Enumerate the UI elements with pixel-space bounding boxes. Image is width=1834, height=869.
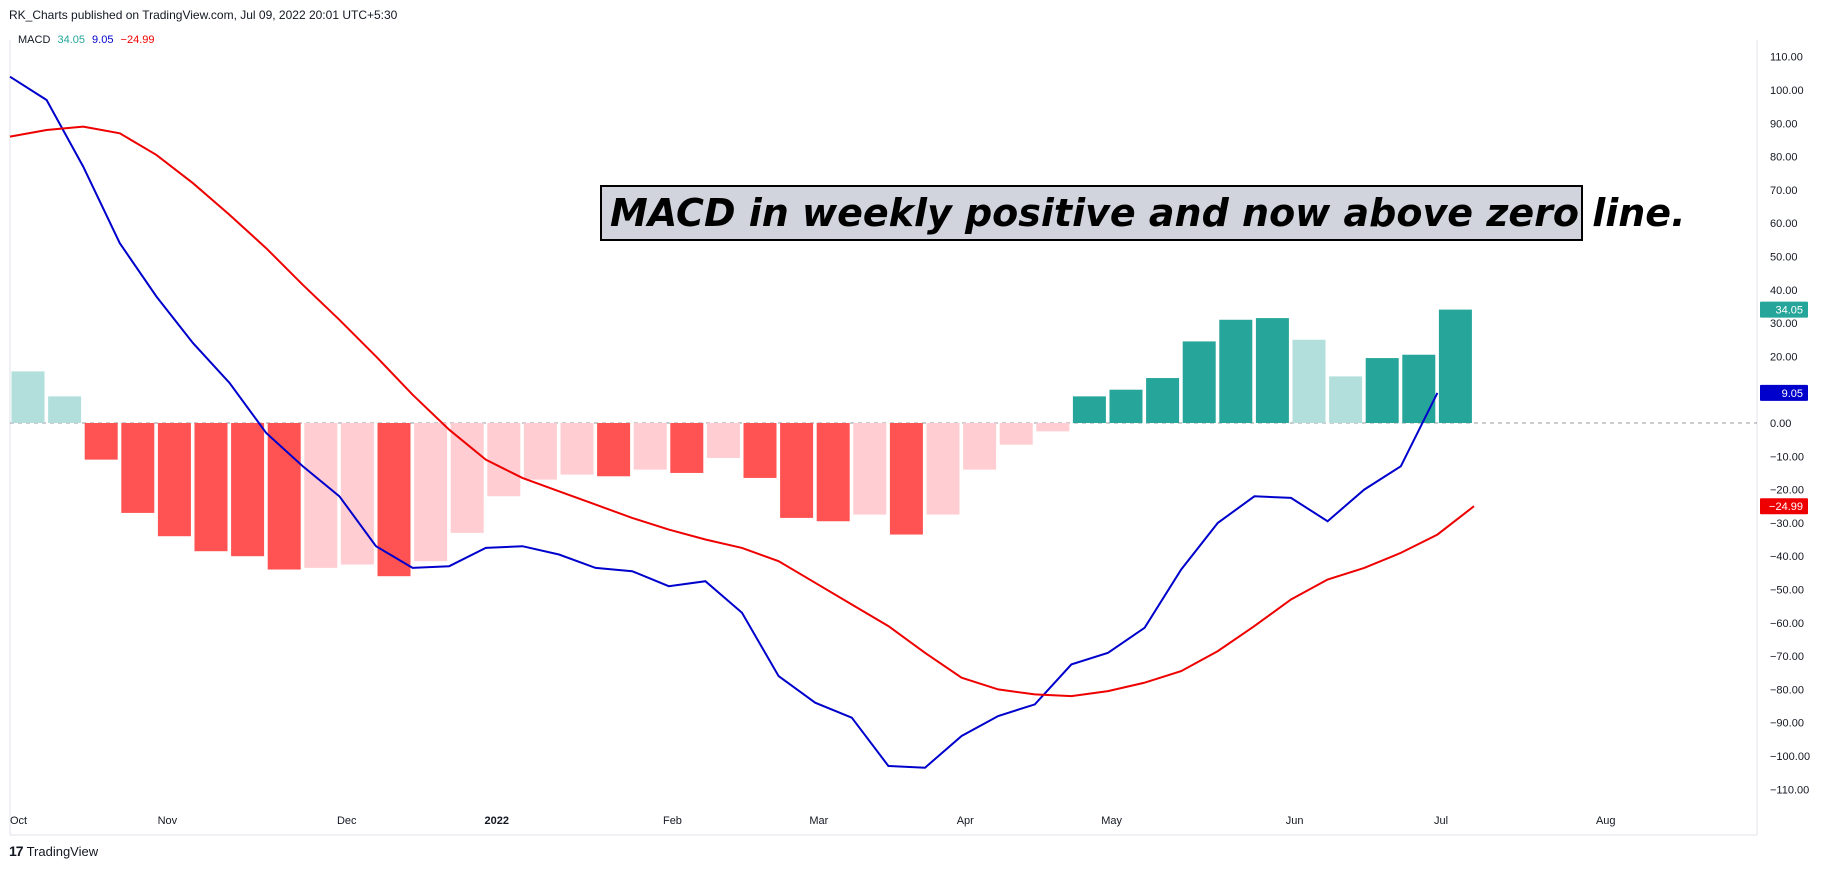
histogram-bar: [414, 423, 448, 562]
histogram-bar: [267, 423, 301, 570]
y-tick-label: 20.00: [1770, 351, 1798, 363]
histogram-bar: [487, 423, 521, 497]
y-tick-label: 30.00: [1770, 318, 1798, 330]
y-tick-label: −90.00: [1770, 718, 1804, 730]
x-tick-label: 2022: [485, 815, 509, 827]
histogram-bar: [340, 423, 374, 565]
histogram-bar: [1219, 319, 1253, 423]
legend-title: MACD: [18, 34, 51, 46]
annotation-text: MACD in weekly positive and now above ze…: [610, 191, 1686, 235]
histogram-bar: [1365, 358, 1399, 423]
histogram-bar: [450, 423, 484, 533]
y-tick-label: −30.00: [1770, 518, 1804, 530]
y-tick-label: 50.00: [1770, 252, 1798, 264]
y-tick-label: −40.00: [1770, 551, 1804, 563]
last-value-label: −24.99: [1769, 501, 1803, 513]
legend-hist-value: 34.05: [57, 34, 85, 46]
legend-macd-value: 9.05: [92, 34, 114, 46]
histogram-bar: [816, 423, 850, 522]
histogram-bar: [1292, 339, 1326, 423]
x-tick-label: Aug: [1596, 815, 1616, 827]
signal-line: [9, 125, 1475, 698]
histogram-bar: [1109, 389, 1143, 423]
histogram-bar: [304, 423, 338, 568]
histogram-bar: [670, 423, 704, 473]
histogram-bar: [377, 423, 411, 577]
histogram-bar: [48, 396, 82, 423]
y-tick-label: 100.00: [1770, 85, 1804, 97]
histogram-bar: [889, 423, 923, 535]
histogram-bar: [633, 423, 667, 470]
histogram-bar: [963, 423, 997, 470]
publish-header: RK_Charts published on TradingView.com, …: [9, 8, 398, 22]
histogram-bar: [84, 423, 118, 460]
macd-line: [9, 75, 1439, 769]
y-tick-label: −10.00: [1770, 451, 1804, 463]
y-tick-label: 110.00: [1770, 52, 1803, 64]
histogram-bar: [1255, 318, 1289, 423]
y-tick-label: 0.00: [1770, 418, 1791, 430]
histogram-bar: [1402, 354, 1436, 423]
histogram-bar: [560, 423, 594, 475]
histogram-bar: [1036, 423, 1070, 432]
histogram-bar: [743, 423, 777, 478]
histogram-bar: [597, 423, 631, 477]
last-value-badge: [1760, 301, 1808, 318]
histogram-bar: [780, 423, 814, 518]
last-value-badge: [1760, 384, 1808, 401]
y-tick-label: 80.00: [1770, 152, 1798, 164]
histogram-bar: [706, 423, 740, 458]
histogram-bar: [121, 423, 155, 513]
indicator-legend[interactable]: MACD 34.05 9.05 −24.99: [18, 34, 158, 46]
x-tick-label: Dec: [337, 815, 357, 827]
histogram-bar: [157, 423, 191, 537]
y-tick-label: −70.00: [1770, 651, 1804, 663]
x-tick-label: May: [1101, 815, 1122, 827]
x-tick-label: Jul: [1434, 815, 1448, 827]
tradingview-footer[interactable]: 17 TradingView: [9, 843, 98, 859]
x-tick-label: Jun: [1286, 815, 1304, 827]
y-tick-label: 40.00: [1770, 285, 1798, 297]
y-tick-label: −50.00: [1770, 585, 1804, 597]
y-tick-label: −110.00: [1770, 784, 1809, 796]
histogram-bar: [1146, 378, 1180, 423]
histogram-bar: [1438, 309, 1472, 423]
x-tick-label: Nov: [158, 815, 178, 827]
histogram-bar: [1182, 341, 1216, 423]
y-tick-label: 70.00: [1770, 185, 1798, 197]
legend-signal-value: −24.99: [120, 34, 155, 46]
y-tick-label: −60.00: [1770, 618, 1804, 630]
x-tick-label: Oct: [10, 815, 27, 827]
tradingview-logo-icon: 17: [9, 843, 24, 859]
footer-brand: TradingView: [26, 843, 99, 859]
histogram-bar: [231, 423, 265, 557]
y-tick-label: −20.00: [1770, 485, 1804, 497]
histogram-bar: [999, 423, 1033, 445]
x-tick-label: Apr: [957, 815, 974, 827]
last-value-label: 34.05: [1775, 305, 1803, 317]
histogram-bar: [194, 423, 228, 552]
histogram-bar: [11, 371, 45, 423]
x-tick-label: Mar: [809, 815, 828, 827]
last-value-badge: [1760, 498, 1808, 515]
histogram-bar: [1329, 376, 1363, 423]
y-tick-label: 60.00: [1770, 218, 1798, 230]
y-tick-label: −100.00: [1770, 751, 1810, 763]
y-tick-label: 90.00: [1770, 118, 1798, 130]
histogram-bar: [1072, 396, 1106, 423]
last-value-label: 9.05: [1782, 388, 1803, 400]
histogram-bar: [926, 423, 960, 515]
x-tick-label: Feb: [663, 815, 682, 827]
y-tick-label: −80.00: [1770, 684, 1804, 696]
histogram-bar: [523, 423, 557, 480]
annotation-box[interactable]: MACD in weekly positive and now above ze…: [600, 185, 1686, 241]
histogram-bar: [853, 423, 887, 515]
